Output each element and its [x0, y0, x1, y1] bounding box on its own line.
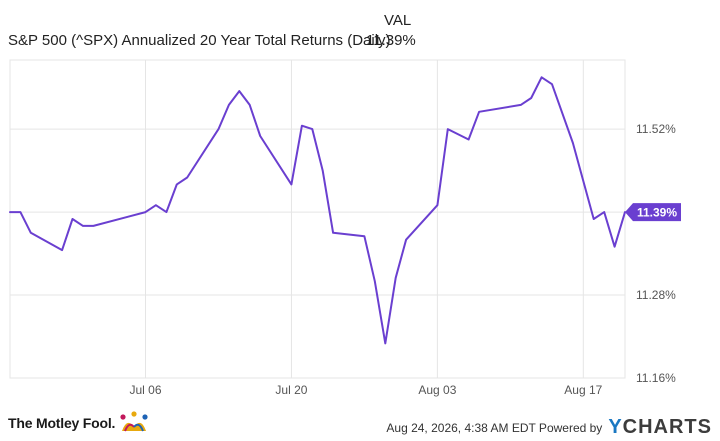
jester-hat-icon	[120, 411, 148, 432]
ycharts-logo: YCHARTS	[608, 416, 712, 438]
value-column-header: VAL	[384, 12, 412, 29]
timestamp: Aug 24, 2026, 4:38 AM EDT Powered by	[386, 420, 603, 435]
x-tick-label: Jul 20	[275, 383, 307, 397]
x-tick-label: Aug 03	[418, 383, 456, 397]
current-value: 11.39%	[366, 32, 416, 49]
y-tick-label: 11.52%	[636, 122, 676, 136]
series-title: S&P 500 (^SPX) Annualized 20 Year Total …	[8, 32, 391, 49]
y-tick-label: 11.28%	[636, 288, 676, 302]
y-tick-label: 11.16%	[636, 371, 676, 385]
series-line	[9, 76, 626, 345]
x-tick-label: Jul 06	[129, 383, 161, 397]
last-value-label: 11.39%	[637, 206, 677, 220]
last-value-badge	[625, 203, 681, 222]
x-tick-label: Aug 17	[564, 383, 602, 397]
plot-frame	[9, 59, 626, 379]
footer-attribution: Aug 24, 2026, 4:38 AM EDT Powered by YCH…	[386, 416, 712, 439]
motley-fool-logo: The Motley Fool.	[8, 411, 149, 435]
brand-name: The Motley Fool.	[8, 415, 116, 431]
